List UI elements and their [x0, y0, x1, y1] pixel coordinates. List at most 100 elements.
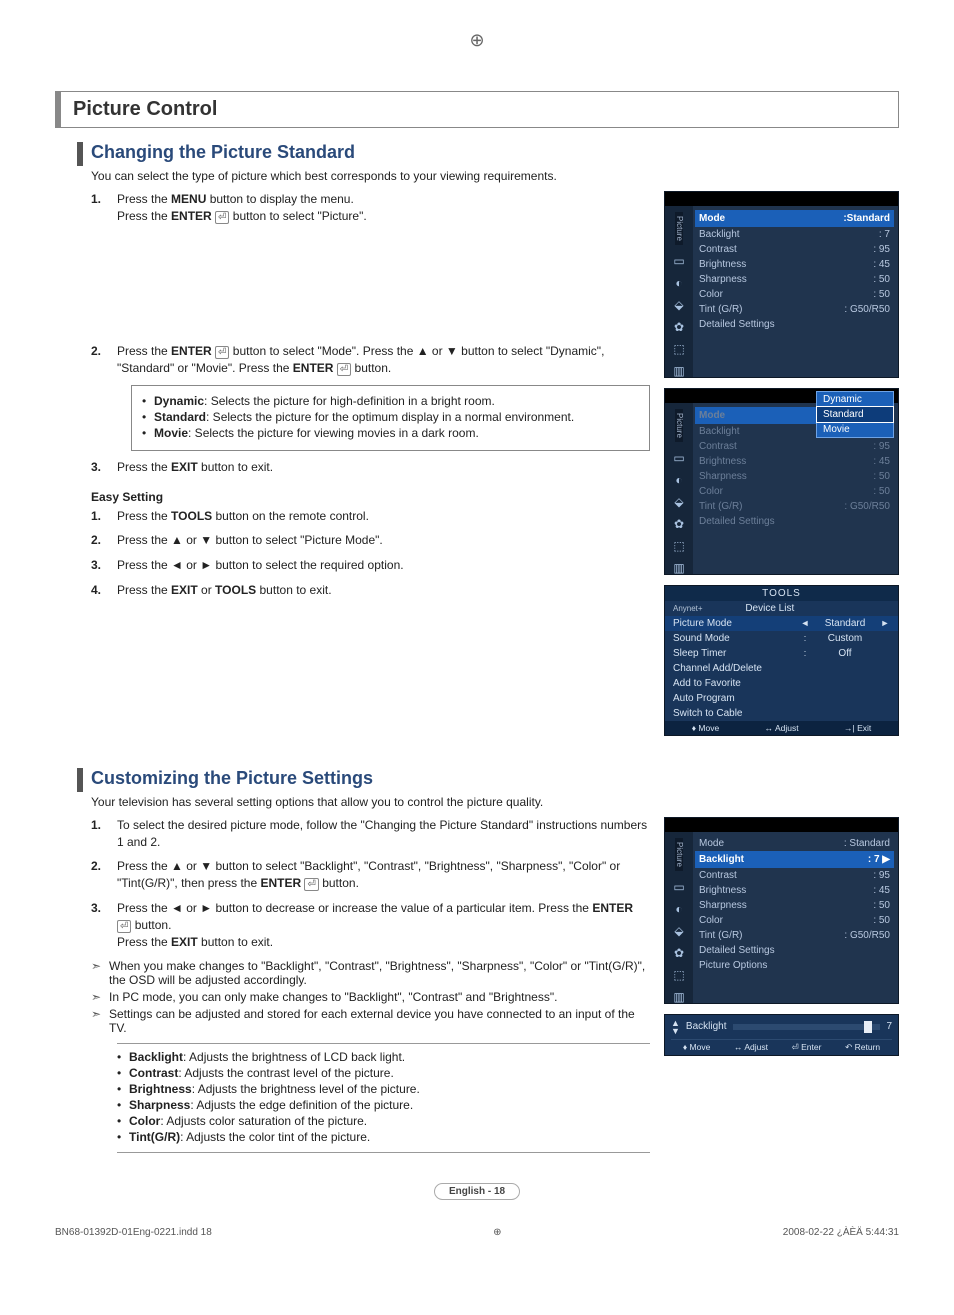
- channel-icon: ⬙: [674, 299, 683, 311]
- osd-row: Sharpness: 50: [699, 898, 890, 913]
- osd-picture-menu-2: Picture ▭ ◐ ⬙ ✿ ⬚ ▥ ModeBacklight: 7Cont…: [664, 388, 899, 575]
- osd-row: Tint (G/R): G50/R50: [699, 928, 890, 943]
- osd-row: Tint (G/R): G50/R50: [699, 499, 890, 514]
- tools-row: Sound Mode:Custom: [665, 631, 898, 646]
- osd-sidebar-icons: Picture ▭ ◐ ⬙ ✿ ⬚ ▥: [665, 206, 693, 377]
- section-customizing-picture-settings: Customizing the Picture Settings Your te…: [77, 768, 899, 1161]
- osd-row: Color: 50: [699, 484, 890, 499]
- step-item: 1.Press the MENU button to display the m…: [91, 191, 650, 225]
- popup-option: Standard: [816, 406, 894, 423]
- definition-item: Tint(G/R): Adjusts the color tint of the…: [117, 1130, 650, 1144]
- easy-setting-heading: Easy Setting: [91, 490, 650, 504]
- step-item: 2.Press the ▲ or ▼ button to select "Pic…: [91, 532, 650, 549]
- tools-row: Auto Program: [665, 691, 898, 706]
- section-changing-picture-standard: Changing the Picture Standard You can se…: [77, 142, 899, 746]
- setup-icon: ✿: [674, 321, 684, 333]
- osd-tab-label: Picture: [675, 838, 683, 871]
- note-line: When you make changes to "Backlight", "C…: [91, 959, 650, 987]
- section2-heading: Customizing the Picture Settings: [91, 768, 899, 789]
- section2-steps: 1.To select the desired picture mode, fo…: [77, 817, 650, 951]
- step-item: 3.Press the ◄ or ► button to decrease or…: [91, 900, 650, 951]
- sound-icon: ◐: [675, 474, 682, 486]
- osd-row: Contrast: 95: [699, 868, 890, 883]
- tools-title: TOOLS: [665, 586, 898, 601]
- section1-intro: You can select the type of picture which…: [91, 169, 899, 183]
- definition-item: Backlight: Adjusts the brightness of LCD…: [117, 1050, 650, 1064]
- step-item: 1.To select the desired picture mode, fo…: [91, 817, 650, 851]
- definition-item: Sharpness: Adjusts the edge definition o…: [117, 1098, 650, 1112]
- step-item: 3.Press the ◄ or ► button to select the …: [91, 557, 650, 574]
- definition-item: Dynamic: Selects the picture for high-de…: [142, 394, 639, 408]
- popup-option: Movie: [817, 422, 893, 437]
- input-icon: ⬚: [673, 969, 684, 981]
- mode-definitions-box: Dynamic: Selects the picture for high-de…: [131, 385, 650, 451]
- backlight-slider-osd: ▲▼ Backlight 7 ♦ Move↔ Adjust⏎ Enter↶ Re…: [664, 1014, 899, 1056]
- app-icon: ▥: [673, 365, 684, 377]
- channel-icon: ⬙: [674, 925, 683, 937]
- definition-item: Brightness: Adjusts the brightness level…: [117, 1082, 650, 1096]
- osd-row: Mode: Standard: [699, 836, 890, 851]
- tools-row: Sleep Timer:Off: [665, 646, 898, 661]
- channel-icon: ⬙: [674, 496, 683, 508]
- section2-intro: Your television has several setting opti…: [91, 795, 899, 809]
- tools-row: Add to Favorite: [665, 676, 898, 691]
- step-item: 3.Press the EXIT button to exit.: [91, 459, 650, 476]
- section1-easy-steps: 1.Press the TOOLS button on the remote c…: [77, 508, 650, 599]
- osd-row: Contrast: 95: [699, 439, 890, 454]
- osd-row: Detailed Settings: [699, 317, 890, 332]
- tools-row: Channel Add/Delete: [665, 661, 898, 676]
- step-item: 4.Press the EXIT or TOOLS button to exit…: [91, 582, 650, 599]
- definition-item: Color: Adjusts color saturation of the p…: [117, 1114, 650, 1128]
- tools-menu: TOOLS Anynet+Device ListPicture Mode◄Sta…: [664, 585, 899, 736]
- step-item: 2.Press the ▲ or ▼ button to select "Bac…: [91, 858, 650, 892]
- print-footer: BN68-01392D-01Eng-0221.indd 18 ⊕ 2008-02…: [55, 1227, 899, 1238]
- osd-picture-menu-1: Picture ▭ ◐ ⬙ ✿ ⬚ ▥ Mode:StandardBacklig…: [664, 191, 899, 378]
- osd-row: Brightness: 45: [699, 257, 890, 272]
- page-number: English - 18: [55, 1183, 899, 1197]
- app-icon: ▥: [673, 991, 684, 1003]
- registration-mark-bottom: ⊕: [493, 1227, 501, 1238]
- tools-row: Picture Mode◄Standard►: [665, 616, 898, 631]
- slider-footer: ♦ Move↔ Adjust⏎ Enter↶ Return: [671, 1039, 892, 1053]
- osd-row: Picture Options: [699, 958, 890, 973]
- osd-row: Brightness: 45: [699, 454, 890, 469]
- section1-steps: 1.Press the MENU button to display the m…: [77, 191, 650, 476]
- popup-option: Dynamic: [817, 392, 893, 407]
- osd-row: Sharpness: 50: [699, 272, 890, 287]
- tools-row: Anynet+Device List: [665, 601, 898, 616]
- osd-row: Tint (G/R): G50/R50: [699, 302, 890, 317]
- mode-popup: DynamicStandardMovie: [816, 391, 894, 438]
- osd-row: Brightness: 45: [699, 883, 890, 898]
- definition-item: Movie: Selects the picture for viewing m…: [142, 426, 639, 440]
- tv-icon: ▭: [673, 452, 684, 464]
- definition-item: Standard: Selects the picture for the op…: [142, 410, 639, 424]
- input-icon: ⬚: [673, 540, 684, 552]
- app-icon: ▥: [673, 562, 684, 574]
- tools-footer: ♦ Move↔ Adjust→| Exit: [665, 721, 898, 735]
- sound-icon: ◐: [675, 277, 682, 289]
- setup-icon: ✿: [674, 947, 684, 959]
- osd-tab-label: Picture: [675, 409, 683, 442]
- osd-sidebar-icons: Picture ▭ ◐ ⬙ ✿ ⬚ ▥: [665, 403, 693, 574]
- page-title-bar: Picture Control: [55, 91, 899, 128]
- tools-row: Switch to Cable: [665, 706, 898, 721]
- definition-item: Contrast: Adjusts the contrast level of …: [117, 1066, 650, 1080]
- osd-row: Backlight: 7: [699, 227, 890, 242]
- section2-definitions: Backlight: Adjusts the brightness of LCD…: [117, 1050, 650, 1144]
- slider-bar: [733, 1024, 881, 1030]
- osd-picture-menu-3: Picture ▭ ◐ ⬙ ✿ ⬚ ▥ Mode: StandardBackli…: [664, 817, 899, 1004]
- input-icon: ⬚: [673, 343, 684, 355]
- sound-icon: ◐: [675, 903, 682, 915]
- section1-heading: Changing the Picture Standard: [91, 142, 899, 163]
- osd-row: Mode:Standard: [695, 210, 894, 227]
- osd-sidebar-icons: Picture ▭ ◐ ⬙ ✿ ⬚ ▥: [665, 832, 693, 1003]
- tv-icon: ▭: [673, 255, 684, 267]
- osd-tab-label: Picture: [675, 212, 683, 245]
- step-item: 1.Press the TOOLS button on the remote c…: [91, 508, 650, 525]
- osd-row: Contrast: 95: [699, 242, 890, 257]
- note-line: Settings can be adjusted and stored for …: [91, 1007, 650, 1035]
- page-title: Picture Control: [73, 98, 886, 121]
- osd-row: Color: 50: [699, 287, 890, 302]
- osd-row: Backlight: 7 ▶: [695, 851, 894, 868]
- footer-timestamp: 2008-02-22 ¿ÀÈÄ 5:44:31: [783, 1227, 899, 1238]
